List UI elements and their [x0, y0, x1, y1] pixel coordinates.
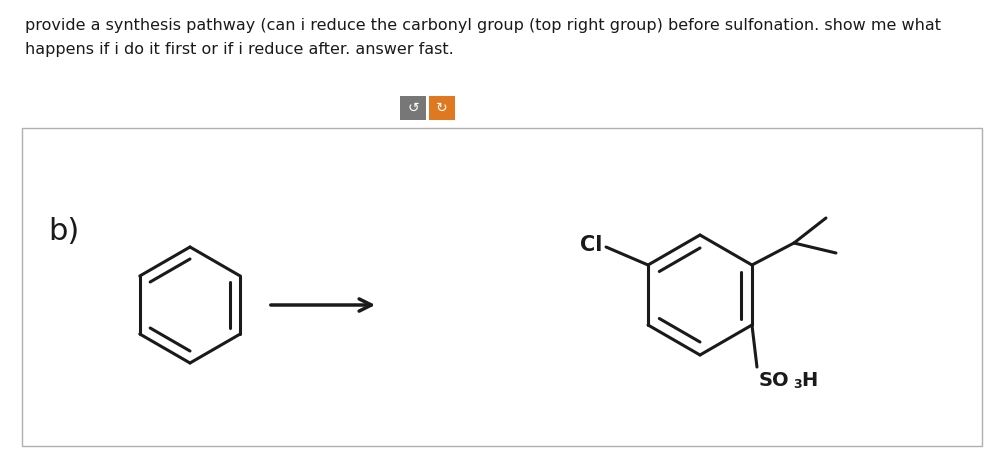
Text: Cl: Cl — [579, 235, 601, 255]
Text: provide a synthesis pathway (can i reduce the carbonyl group (top right group) b: provide a synthesis pathway (can i reduc… — [25, 18, 940, 33]
Text: ↻: ↻ — [436, 101, 447, 115]
FancyBboxPatch shape — [22, 128, 981, 446]
FancyBboxPatch shape — [429, 96, 455, 120]
Text: 3: 3 — [793, 378, 801, 391]
Text: H: H — [801, 371, 817, 390]
Text: SO: SO — [759, 371, 789, 390]
Text: happens if i do it first or if i reduce after. answer fast.: happens if i do it first or if i reduce … — [25, 42, 453, 57]
Text: ↺: ↺ — [407, 101, 419, 115]
Text: b): b) — [48, 218, 79, 246]
FancyBboxPatch shape — [400, 96, 426, 120]
